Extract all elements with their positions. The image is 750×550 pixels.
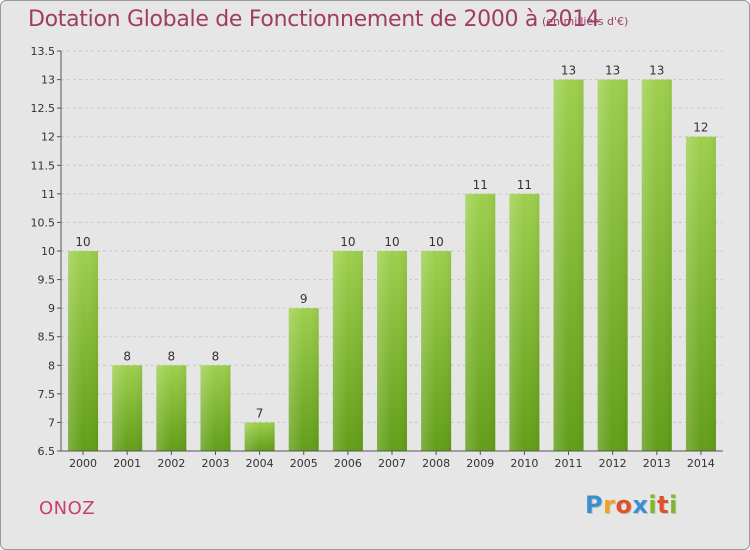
y-tick-label: 8.5: [38, 331, 56, 344]
bar-highlight: [288, 308, 319, 451]
y-tick-label: 12.5: [31, 102, 56, 115]
y-tick-label: 10: [41, 245, 55, 258]
y-tick-label: 10.5: [31, 216, 56, 229]
x-tick-label: 2004: [246, 457, 274, 470]
x-tick-label: 2003: [201, 457, 229, 470]
bar-value-label: 8: [212, 349, 220, 363]
bar-value-label: 10: [340, 235, 355, 249]
bar-value-label: 10: [75, 235, 90, 249]
logo-letter: i: [669, 491, 678, 519]
bar-value-label: 10: [384, 235, 399, 249]
bar-highlight: [244, 422, 275, 451]
chart-title: Dotation Globale de Fonctionnement de 20…: [28, 7, 600, 32]
proxiti-logo: Proxiti: [585, 491, 678, 519]
bar-value-label: 8: [168, 349, 176, 363]
bar-value-label: 9: [300, 292, 308, 306]
y-tick-label: 9: [48, 302, 55, 315]
y-tick-label: 13.5: [31, 45, 56, 58]
y-tick-label: 7.5: [38, 388, 56, 401]
bar-highlight: [68, 251, 99, 451]
y-tick-label: 11: [41, 188, 55, 201]
logo-letter: r: [603, 491, 616, 519]
bar-highlight: [597, 79, 628, 452]
x-tick-label: 2012: [599, 457, 627, 470]
bar-highlight: [156, 365, 187, 451]
y-tick-label: 7: [48, 416, 55, 429]
chart-subtitle: (en milliers d'€): [542, 15, 629, 28]
bar-highlight: [332, 251, 363, 451]
y-tick-label: 13: [41, 74, 55, 87]
bar-highlight: [509, 193, 540, 451]
logo-letter: t: [657, 491, 670, 519]
x-tick-label: 2001: [113, 457, 141, 470]
x-tick-label: 2013: [643, 457, 671, 470]
logo-letter: o: [615, 491, 633, 519]
x-tick-label: 2000: [69, 457, 97, 470]
y-tick-label: 11.5: [31, 159, 56, 172]
logo-letter: x: [632, 491, 649, 519]
x-tick-label: 2006: [334, 457, 362, 470]
x-tick-label: 2009: [466, 457, 494, 470]
x-tick-label: 2010: [510, 457, 538, 470]
bar-highlight: [465, 193, 496, 451]
bar-value-label: 8: [123, 349, 131, 363]
bar-value-label: 12: [693, 121, 708, 135]
bar-value-label: 13: [649, 64, 664, 78]
y-tick-label: 12: [41, 131, 55, 144]
bar-value-label: 11: [473, 178, 488, 192]
bar-highlight: [685, 136, 716, 451]
bar-highlight: [641, 79, 672, 452]
bar-highlight: [376, 251, 408, 451]
bar-highlight: [112, 365, 143, 451]
bar-value-label: 13: [561, 64, 576, 78]
y-tick-label: 8: [48, 359, 55, 372]
place-name: ONOZ: [39, 498, 96, 519]
bar-highlight: [553, 79, 584, 452]
bar-value-label: 10: [428, 235, 443, 249]
bar-highlight: [200, 365, 231, 451]
x-tick-label: 2002: [157, 457, 185, 470]
x-tick-label: 2007: [378, 457, 406, 470]
y-tick-label: 9.5: [38, 274, 56, 287]
x-tick-label: 2014: [687, 457, 715, 470]
x-tick-label: 2005: [290, 457, 318, 470]
bar-highlight: [421, 251, 452, 451]
logo-letter: P: [585, 491, 604, 519]
x-tick-label: 2011: [555, 457, 583, 470]
bar-value-label: 11: [517, 178, 532, 192]
bar-value-label: 13: [605, 64, 620, 78]
y-tick-label: 6.5: [38, 445, 56, 458]
bar-value-label: 7: [256, 406, 264, 420]
logo-letter: i: [648, 491, 658, 519]
x-tick-label: 2008: [422, 457, 450, 470]
